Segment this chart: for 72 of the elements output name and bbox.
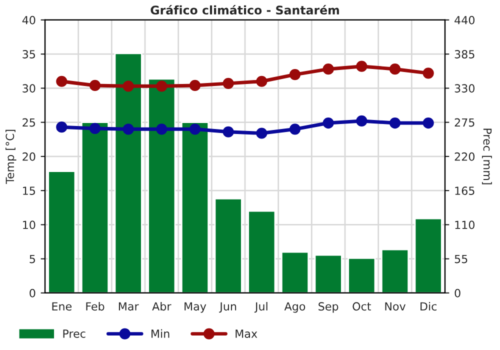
bar — [348, 258, 376, 293]
x-tick-label: Sep — [318, 302, 338, 313]
x-tick-label: Mar — [118, 302, 139, 311]
bar — [80, 122, 110, 293]
y-tick-label: 5 — [30, 254, 35, 264]
y-tick-label: 20 — [22, 152, 36, 161]
bar — [214, 198, 242, 293]
point — [422, 68, 434, 79]
point — [356, 60, 368, 72]
legend-label: Min — [152, 329, 170, 338]
y-tick-label: 40 — [22, 16, 36, 24]
point — [289, 68, 301, 80]
point — [289, 124, 301, 135]
y2-tick-label: 220 — [454, 152, 474, 161]
point — [222, 126, 234, 138]
point — [222, 78, 234, 89]
y2-tick-label: 275 — [454, 118, 474, 127]
y2-tick-label: 440 — [454, 16, 474, 24]
x-tick-label: Feb — [86, 302, 104, 311]
point — [56, 122, 68, 133]
point — [389, 64, 401, 75]
y2-tick-label: 330 — [454, 84, 474, 93]
point — [156, 124, 168, 135]
x-tick-label: Dic — [420, 302, 437, 311]
x-tick-label: Ene — [52, 302, 72, 311]
point — [356, 115, 368, 127]
y-tick-label: 10 — [23, 220, 36, 230]
bar — [414, 218, 442, 293]
point — [322, 64, 334, 75]
y-tick-label: 15 — [23, 186, 35, 195]
y2-tick-label: 165 — [455, 186, 474, 195]
point — [89, 122, 101, 134]
legend-label: Prec — [63, 330, 86, 338]
y2-tick-label: 110 — [455, 220, 474, 230]
bar — [280, 251, 310, 293]
x-tick-label: May — [184, 302, 206, 313]
y-axis-title: Temp [°C] — [6, 130, 16, 184]
bar — [48, 170, 76, 293]
x-tick-label: Oct — [352, 302, 372, 311]
bar — [314, 254, 342, 293]
point — [256, 128, 268, 139]
point — [389, 117, 401, 129]
point — [122, 80, 134, 92]
y2-axis-title: Prec [mm] — [482, 128, 492, 184]
bar — [248, 210, 276, 293]
bar — [380, 248, 410, 293]
point — [189, 124, 201, 135]
point — [56, 76, 68, 87]
y-tick-label: 35 — [22, 50, 35, 58]
y-tick-label: 0 — [30, 288, 36, 298]
y-tick-label: 25 — [22, 118, 35, 127]
point — [256, 76, 268, 87]
point — [322, 117, 334, 129]
point — [89, 80, 101, 92]
x-tick-label: Abr — [152, 302, 172, 311]
y2-tick-label: 55 — [454, 254, 468, 264]
point — [156, 80, 168, 92]
point — [189, 80, 201, 92]
y2-tick-label: 0 — [454, 288, 460, 298]
legend-label: Max — [236, 330, 258, 338]
point — [122, 124, 134, 135]
x-tick-label: Nov — [385, 302, 406, 311]
point — [422, 117, 434, 129]
bar — [180, 122, 210, 293]
bar — [148, 78, 176, 293]
chart-title: Gráfico climático - Santarém — [150, 4, 339, 15]
x-tick-label: Ago — [284, 302, 306, 313]
x-tick-label: Jun — [219, 302, 236, 313]
y-tick-label: 30 — [22, 84, 36, 93]
bar — [114, 52, 142, 293]
y2-tick-label: 385 — [454, 50, 474, 58]
x-tick-label: Jul — [254, 302, 268, 313]
